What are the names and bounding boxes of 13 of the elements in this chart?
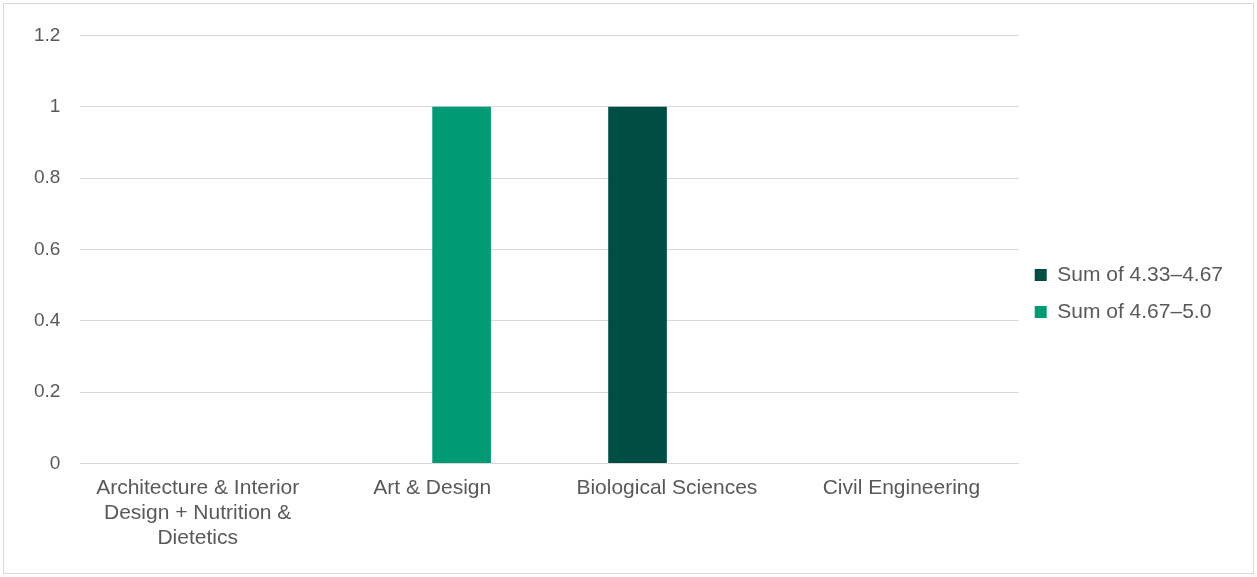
y-tick-label: 0.6 <box>33 237 61 259</box>
legend-label: Sum of 4.33–4.67 <box>1057 261 1224 285</box>
x-tick-label: Architecture & Interior Design + Nutrition & Dietetics <box>96 474 300 549</box>
y-tick-label: 0 <box>49 451 61 473</box>
y-tick-label: 0.2 <box>33 380 61 402</box>
y-tick-label: 1 <box>49 94 61 116</box>
x-tick-label: Civil Engineering <box>822 474 981 498</box>
x-tick-label: Biological Sciences <box>576 474 758 498</box>
y-tick-label: 0.8 <box>33 166 61 188</box>
y-tick-label: 1.2 <box>33 23 61 45</box>
legend-label: Sum of 4.67–5.0 <box>1057 298 1212 322</box>
y-tick-label: 0.4 <box>33 308 61 330</box>
x-tick-label: Art & Design <box>373 474 492 498</box>
